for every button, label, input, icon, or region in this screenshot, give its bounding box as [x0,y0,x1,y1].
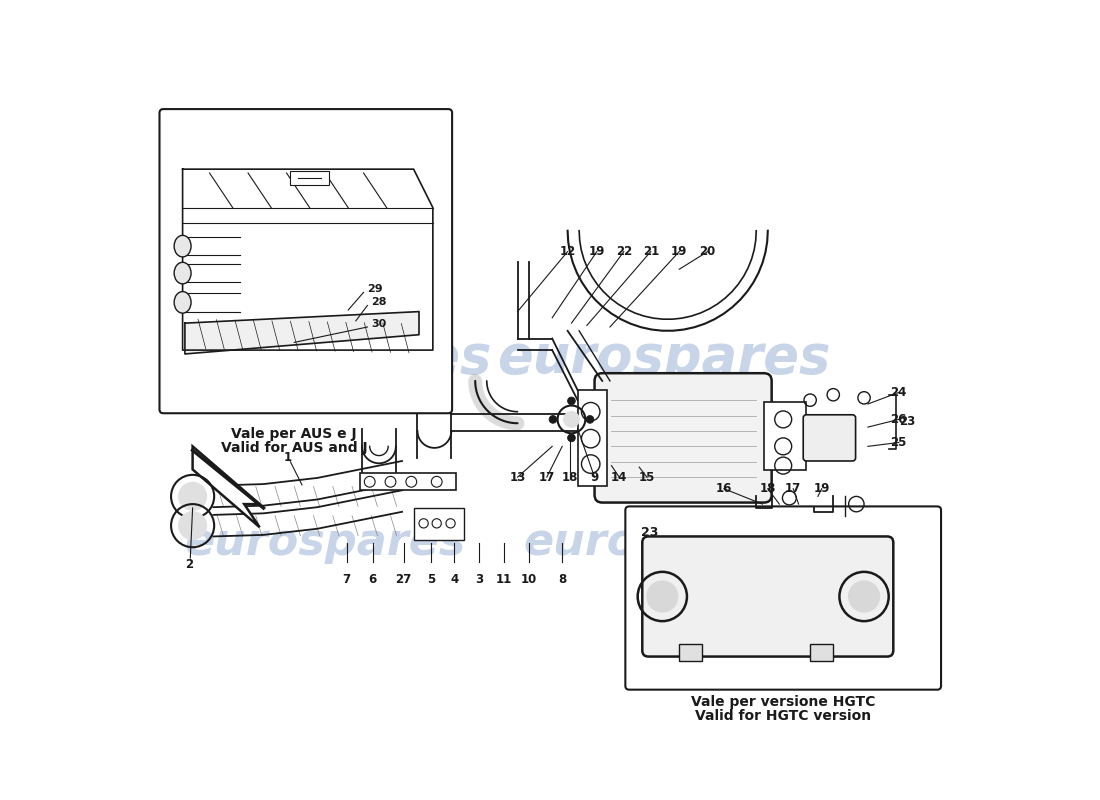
Bar [414,508,464,540]
Text: 10: 10 [521,574,537,586]
Text: 8: 8 [558,574,566,586]
Circle shape [549,415,557,423]
Circle shape [849,581,880,612]
Text: 11: 11 [496,574,512,586]
Bar [810,644,834,661]
Text: 3: 3 [475,574,483,586]
Circle shape [563,412,580,427]
Bar [360,474,456,490]
Ellipse shape [174,262,191,284]
FancyBboxPatch shape [625,506,942,690]
Text: eurospares: eurospares [497,332,830,384]
Text: 18: 18 [562,470,579,484]
Text: 21: 21 [642,245,659,258]
Text: 14: 14 [610,470,627,484]
Text: 2: 2 [185,558,192,570]
Text: 1: 1 [284,451,293,464]
Text: 9: 9 [591,470,598,484]
Text: 5: 5 [427,574,436,586]
Circle shape [586,415,594,423]
Text: 25: 25 [891,436,906,449]
Text: 19: 19 [671,245,688,258]
Text: 13: 13 [509,470,526,484]
Text: 18: 18 [760,482,775,495]
Text: 28: 28 [372,298,387,307]
Text: Valid for AUS and J: Valid for AUS and J [221,441,367,455]
Circle shape [568,397,575,405]
Polygon shape [185,312,419,354]
Text: 17: 17 [539,470,554,484]
FancyBboxPatch shape [160,109,452,414]
Bar [680,644,703,661]
Text: 26: 26 [891,413,906,426]
Text: Valid for HGTC version: Valid for HGTC version [695,709,871,723]
Text: 27: 27 [396,574,411,586]
Text: 17: 17 [785,482,801,495]
Text: 19: 19 [814,482,829,495]
Text: 15: 15 [639,470,656,484]
Text: 20: 20 [700,245,716,258]
Text: 24: 24 [891,386,906,399]
Ellipse shape [174,291,191,313]
Polygon shape [192,446,260,527]
Text: Vale per versione HGTC: Vale per versione HGTC [691,695,876,709]
Text: eurospares: eurospares [185,521,465,564]
Text: 23: 23 [900,415,915,428]
Text: Vale per AUS e J: Vale per AUS e J [231,427,358,441]
Text: 16: 16 [716,482,733,495]
Text: eurospares: eurospares [524,521,804,564]
Circle shape [178,482,207,510]
Bar [763,402,806,470]
Text: 12: 12 [560,245,575,258]
Text: 6: 6 [368,574,377,586]
Text: 22: 22 [616,245,631,258]
Text: 29: 29 [367,283,383,294]
Text: eurospares: eurospares [158,332,492,384]
FancyBboxPatch shape [594,373,772,502]
Text: 30: 30 [372,319,386,329]
Text: 19: 19 [588,245,605,258]
Ellipse shape [174,235,191,257]
Bar [578,390,607,486]
Circle shape [568,434,575,442]
Circle shape [178,512,207,539]
Text: 23: 23 [640,526,658,538]
Bar [290,171,329,186]
Text: 4: 4 [450,574,459,586]
Text: 7: 7 [342,574,351,586]
FancyBboxPatch shape [803,414,856,461]
FancyBboxPatch shape [642,537,893,657]
Circle shape [647,581,678,612]
